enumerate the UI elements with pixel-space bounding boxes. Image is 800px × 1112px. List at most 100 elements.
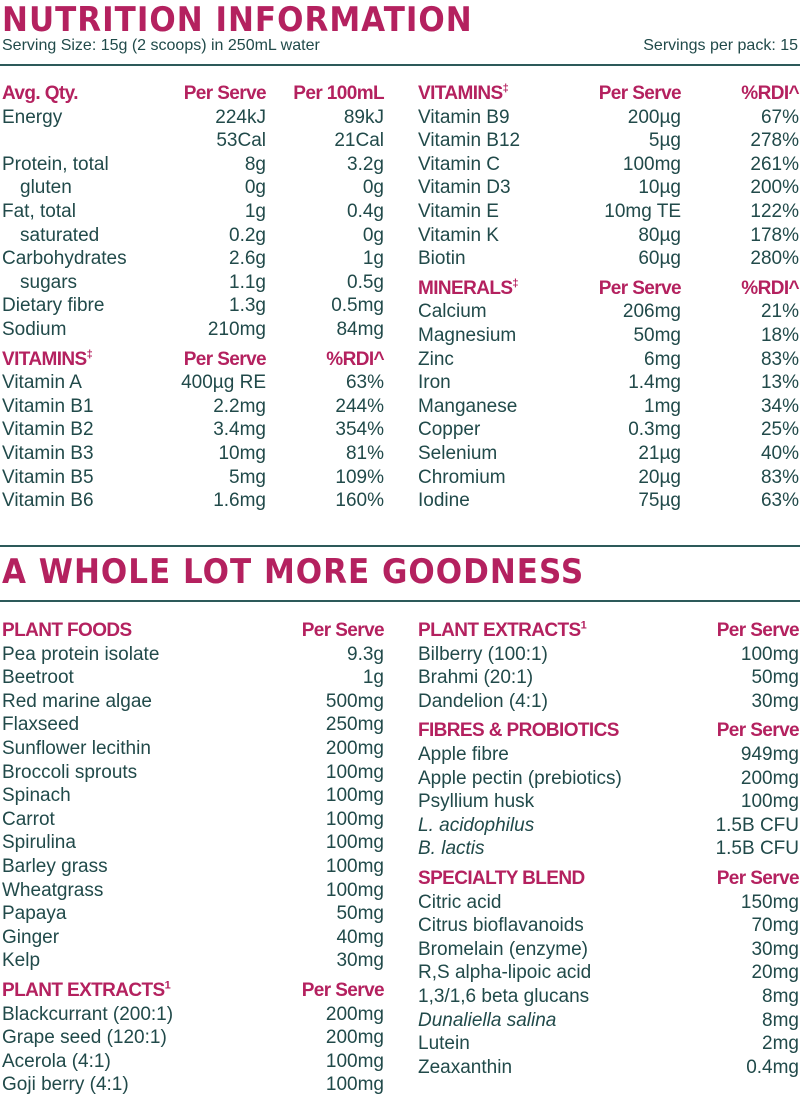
vitamins-right-title: VITAMINS: [418, 83, 503, 104]
qty-value: 2mg: [762, 1033, 799, 1055]
serving-info: Serving Size: 15g (2 scoops) in 250mL wa…: [2, 36, 798, 56]
qty-value: 9.3g: [347, 643, 384, 665]
rdi-value: 160%: [335, 490, 384, 512]
table-row: Apple fibre 949mg: [418, 743, 799, 767]
table-row: Kelp 30mg: [2, 949, 384, 973]
fibres-header: FIBRES & PROBIOTICS Per Serve: [418, 719, 800, 743]
table-row: Brahmi (20:1) 50mg: [418, 666, 799, 690]
plant-extracts-left-title: PLANT EXTRACTS: [2, 979, 165, 1001]
item-name: gluten: [20, 177, 72, 199]
plant-extracts-left-header: PLANT EXTRACTS1 Per Serve: [2, 979, 385, 1003]
qty-value: 100mg: [325, 832, 384, 854]
rdi-value: 122%: [750, 200, 799, 222]
rdi-value: 200%: [750, 177, 799, 199]
table-row: Fat, total 1g 0.4g: [2, 200, 384, 224]
table-row: Vitamin B6 1.6mg 160%: [2, 489, 384, 513]
item-name: Vitamin K: [418, 224, 499, 246]
goodness-title: A WHOLE LOT MORE GOODNESS: [2, 552, 585, 592]
item-name: Copper: [418, 419, 481, 441]
item-name: Flaxseed: [2, 714, 80, 736]
rdi-value: 63%: [760, 490, 799, 512]
item-name: Calcium: [418, 301, 487, 323]
table-row: Manganese 1mg 34%: [418, 395, 799, 419]
fibres-title: FIBRES & PROBIOTICS: [418, 720, 619, 742]
item-name: Magnesium: [418, 324, 517, 346]
per-serve-value: 0.2g: [229, 224, 266, 246]
rdi-value: 109%: [335, 466, 384, 488]
rdi-value: 178%: [750, 224, 799, 246]
item-name: Iodine: [418, 490, 470, 512]
item-name: Iron: [418, 372, 451, 394]
table-row: Copper 0.3mg 25%: [418, 418, 799, 442]
divider-goodness: [0, 600, 800, 602]
rdi-value: 63%: [345, 372, 384, 394]
table-row: Magnesium 50mg 18%: [418, 324, 799, 348]
item-name: Vitamin B2: [2, 419, 94, 441]
table-row: Iodine 75µg 63%: [418, 489, 799, 513]
table-row: Ginger 40mg: [2, 926, 384, 950]
per-serve-value: 200µg: [627, 106, 681, 128]
table-row: Sodium 210mg 84mg: [2, 318, 384, 342]
item-name: B. lactis: [418, 838, 485, 860]
rdi-value: 81%: [345, 442, 384, 464]
table-row: Dunaliella salina 8mg: [418, 1009, 799, 1033]
table-row: Carbohydrates 2.6g 1g: [2, 247, 384, 271]
item-name: Barley grass: [2, 855, 108, 877]
item-name: Manganese: [418, 395, 518, 417]
plant-foods-rows: Pea protein isolate 9.3g Beetroot 1g Red mar…: [2, 643, 384, 973]
minerals-rows: Calcium 206mg 21% Magnesium 50mg 18% Zinc 6mg 83…: [418, 300, 799, 512]
qty-value: 1.5B CFU: [715, 838, 799, 860]
item-name: Apple pectin (prebiotics): [418, 767, 622, 789]
divider-middle: [0, 545, 800, 547]
qty-value: 100mg: [325, 761, 384, 783]
plant-extracts-left-per-serve: Per Serve: [301, 979, 385, 1001]
table-row: 53Cal 21Cal: [2, 129, 384, 153]
rdi-value: 354%: [335, 419, 384, 441]
table-row: Blackcurrant (200:1) 200mg: [2, 1003, 384, 1027]
qty-value: 100mg: [325, 1074, 384, 1096]
qty-value: 100mg: [325, 1050, 384, 1072]
table-row: Dandelion (4:1) 30mg: [418, 690, 799, 714]
per-serve-value: 20µg: [638, 466, 681, 488]
vitamins-right-per-serve: Per Serve: [598, 83, 682, 104]
item-name: Papaya: [2, 903, 67, 925]
qty-value: 1g: [362, 667, 384, 689]
qty-value: 8mg: [762, 985, 799, 1007]
per-100ml-value: 0.4g: [347, 200, 384, 222]
nutrition-right-column: VITAMINS‡ Per Serve %RDI^ Vitamin B9 200µ…: [418, 82, 800, 513]
item-name: Acerola (4:1): [2, 1050, 111, 1072]
table-row: Zinc 6mg 83%: [418, 348, 799, 372]
per-serve-value: 8g: [244, 153, 266, 175]
item-name: Vitamin E: [418, 200, 499, 222]
plant-extracts-right-rows: Bilberry (100:1) 100mg Brahmi (20:1) 50mg Da…: [418, 643, 799, 714]
item-name: Vitamin B5: [2, 466, 94, 488]
qty-value: 250mg: [325, 714, 384, 736]
qty-value: 50mg: [336, 903, 384, 925]
per-100ml-value: 0.5g: [347, 271, 384, 293]
table-row: Vitamin A 400µg RE 63%: [2, 371, 384, 395]
item-name: Protein, total: [2, 153, 109, 175]
item-name: Bromelain (enzyme): [418, 938, 588, 960]
table-row: Beetroot 1g: [2, 666, 384, 690]
nutrient-rows: Energy 224kJ 89kJ 53Cal 21Cal Protein, total 8…: [2, 106, 384, 342]
qty-value: 30mg: [751, 938, 799, 960]
vitamins-left-header: VITAMINS‡ Per Serve %RDI^: [2, 348, 385, 372]
per-serve-value: 75µg: [638, 490, 681, 512]
item-name: Dandelion (4:1): [418, 690, 548, 712]
divider-top: [0, 64, 800, 66]
per-100ml-value: 1g: [362, 248, 384, 270]
vitamins-left-mark: ‡: [86, 348, 93, 361]
table-row: Psyllium husk 100mg: [418, 790, 799, 814]
vitamins-left-rows: Vitamin A 400µg RE 63% Vitamin B1 2.2mg 244% V…: [2, 371, 384, 513]
item-name: Blackcurrant (200:1): [2, 1003, 174, 1025]
per-serve-value: 0g: [244, 177, 266, 199]
table-row: R,S alpha-lipoic acid 20mg: [418, 961, 799, 985]
rdi-value: 40%: [760, 442, 799, 464]
plant-extracts-left-rows: Blackcurrant (200:1) 200mg Grape seed (120…: [2, 1003, 384, 1097]
table-row: Grape seed (120:1) 200mg: [2, 1026, 384, 1050]
item-name: Vitamin A: [2, 372, 82, 394]
per-serve-value: 5mg: [229, 466, 266, 488]
item-name: L. acidophilus: [418, 814, 535, 836]
table-row: B. lactis 1.5B CFU: [418, 837, 799, 861]
item-name: Carbohydrates: [2, 248, 127, 270]
